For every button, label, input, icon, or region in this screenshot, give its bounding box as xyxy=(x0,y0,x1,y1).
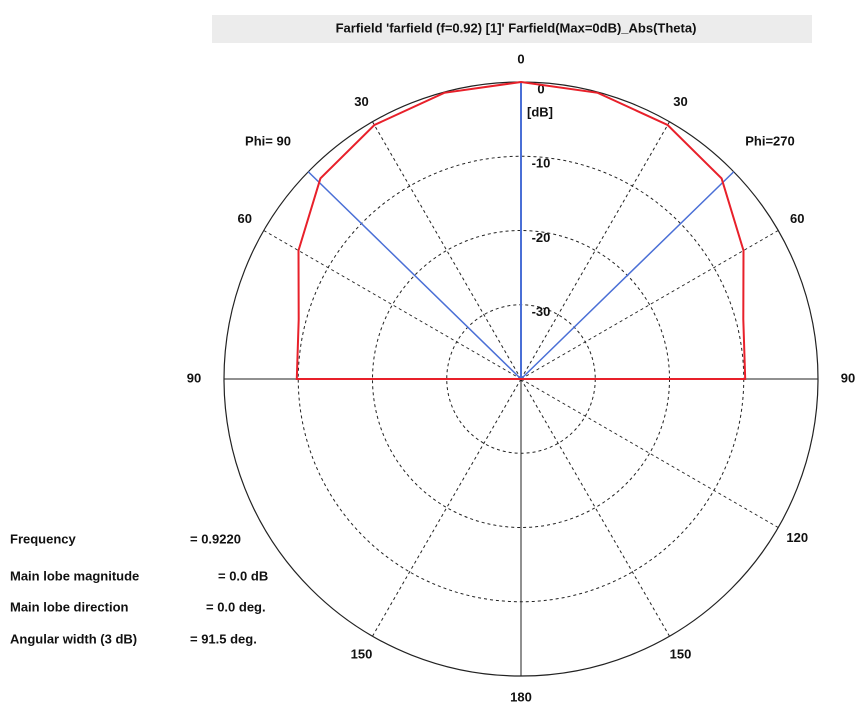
angle-tick-label: 120 xyxy=(786,530,808,545)
angle-tick-label: 150 xyxy=(351,647,373,662)
info-label: Angular width (3 dB) xyxy=(10,631,137,646)
angle-tick-label: 60 xyxy=(790,211,804,226)
r-axis-label: [dB] xyxy=(527,104,553,119)
info-value: = 0.9220 xyxy=(190,531,241,546)
r-tick-label: -30 xyxy=(532,304,551,319)
info-value: = 0.0 dB xyxy=(218,568,268,583)
info-label: Frequency xyxy=(10,531,77,546)
phi-label: Phi= 90 xyxy=(245,133,291,148)
angle-tick-label: 0 xyxy=(517,51,524,66)
chart-title: Farfield 'farfield (f=0.92) [1]' Farfiel… xyxy=(336,20,697,35)
info-value: = 91.5 deg. xyxy=(190,631,257,646)
grid-spoke xyxy=(520,230,779,380)
info-label: Main lobe magnitude xyxy=(10,568,139,583)
r-tick-label: 0 xyxy=(537,81,544,96)
beam-line xyxy=(307,171,522,380)
r-tick-label: -20 xyxy=(532,230,551,245)
grid-spoke xyxy=(372,121,522,380)
angle-tick-label: 90 xyxy=(187,370,201,385)
phi-label: Phi=270 xyxy=(745,133,795,148)
angle-tick-label: 90 xyxy=(841,370,855,385)
angle-tick-label: 180 xyxy=(510,689,532,704)
r-tick-label: -10 xyxy=(532,156,551,171)
grid-spoke xyxy=(263,230,522,380)
beam-line xyxy=(520,171,735,380)
angle-tick-label: 30 xyxy=(354,94,368,109)
info-value: = 0.0 deg. xyxy=(206,599,266,614)
info-label: Main lobe direction xyxy=(10,599,129,614)
angle-tick-label: 150 xyxy=(670,647,692,662)
grid-spoke xyxy=(372,378,522,637)
pattern-line xyxy=(295,80,747,380)
angle-tick-label: 60 xyxy=(238,211,252,226)
grid-spoke xyxy=(520,121,670,380)
title-box xyxy=(212,15,812,43)
grid-spoke xyxy=(520,378,779,528)
info: Frequency = 0.9220 Main lobe magnitude =… xyxy=(10,531,268,646)
grid-spoke xyxy=(520,378,670,637)
angle-tick-label: 30 xyxy=(673,94,687,109)
